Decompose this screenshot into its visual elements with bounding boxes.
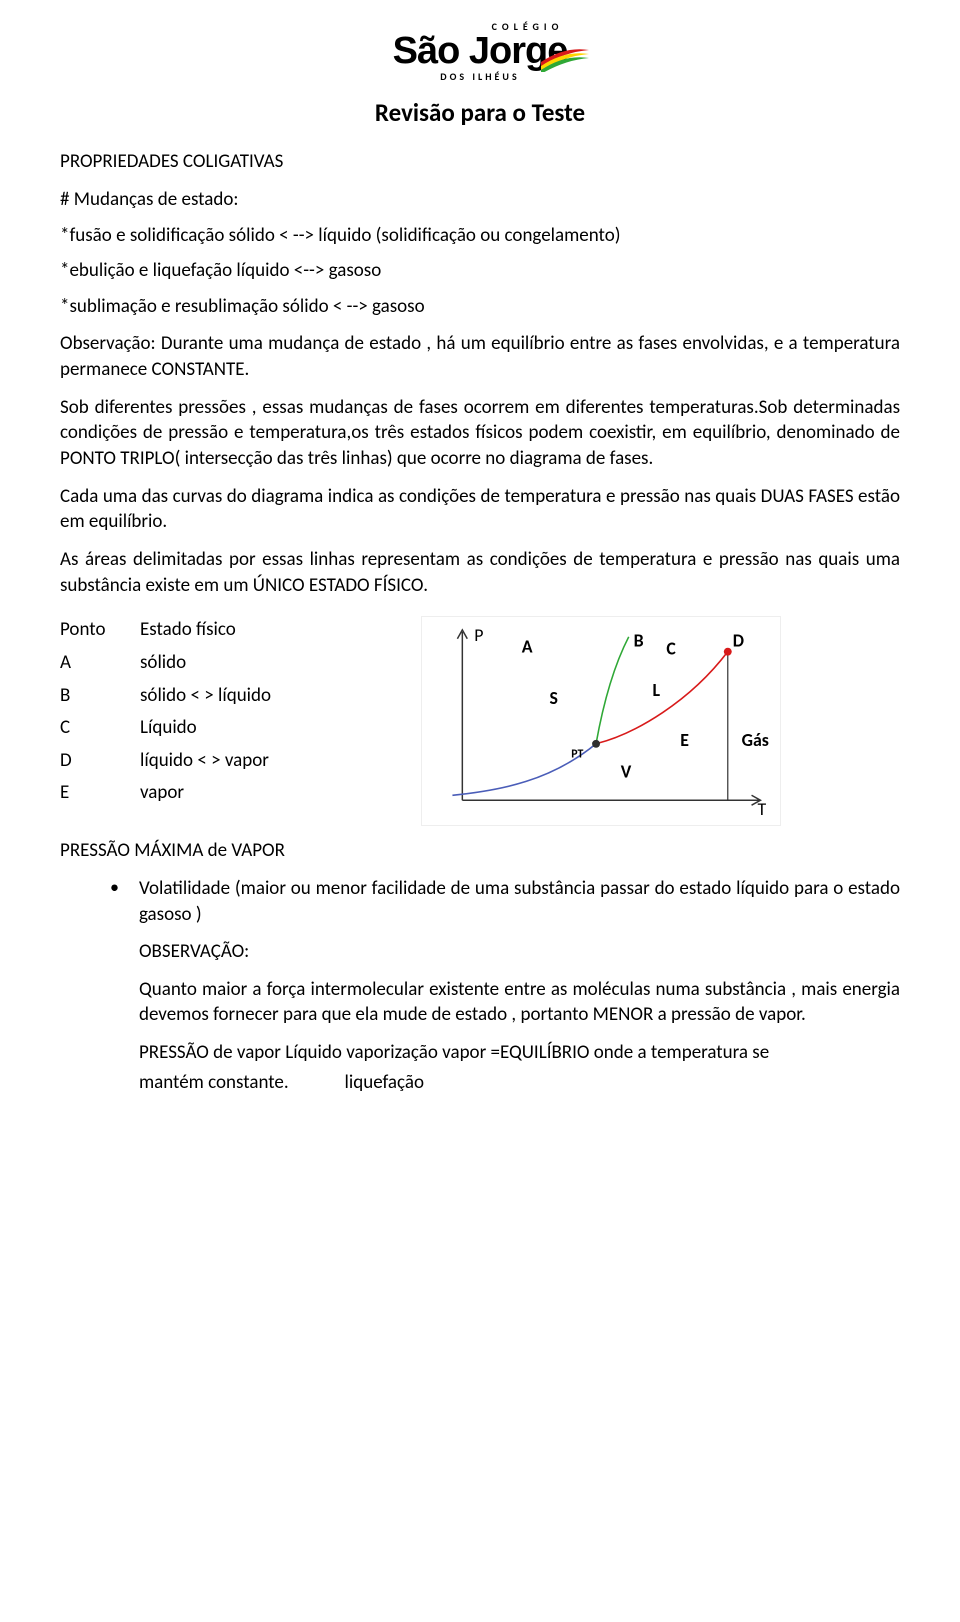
svg-text:D: D [732,630,743,652]
svg-text:PT: PT [571,748,583,762]
svg-text:E: E [680,729,689,751]
svg-text:Gás: Gás [741,729,768,751]
svg-text:V: V [620,761,631,783]
observacao-body: Quanto maior a força intermolecular exis… [139,977,900,1028]
page-title: Revisão para o Teste [60,96,900,130]
table-key: E [60,780,140,806]
logo-main-text: São Jorge [393,30,568,72]
svg-text:B: B [633,630,643,652]
observacao-para: Observação: Durante uma mudança de estad… [60,331,900,382]
table-val: líquido < > vapor [140,748,269,774]
table-row: C Líquido [60,715,271,741]
point-state-table: Ponto Estado físico A sólido B sólido < … [60,610,271,813]
pressao-vapor-line2: mantém constante. liquefação [139,1070,900,1096]
curvas-para: Cada uma das curvas do diagrama indica a… [60,484,900,535]
table-key: D [60,748,140,774]
table-key: B [60,683,140,709]
table-val: Líquido [140,715,197,741]
table-key: C [60,715,140,741]
svg-text:T: T [757,798,766,820]
table-header-val: Estado físico [140,617,236,643]
table-val: vapor [140,780,184,806]
logo-sub: DOS ILHÉUS [393,70,568,84]
pressoes-para: Sob diferentes pressões , essas mudanças… [60,395,900,472]
table-row: B sólido < > líquido [60,683,271,709]
section-properties-heading: PROPRIEDADES COLIGATIVAS [60,149,900,175]
svg-text:A: A [521,636,532,658]
table-row: E vapor [60,780,271,806]
observacao-label: OBSERVAÇÃO: [139,939,900,965]
bullet-volatilidade: • Volatilidade (maior ou menor facilidad… [110,876,900,1105]
table-val: sólido [140,650,186,676]
table-key: A [60,650,140,676]
table-val: sólido < > líquido [140,683,271,709]
table-row: D líquido < > vapor [60,748,271,774]
pressao-heading: PRESSÃO MÁXIMA de VAPOR [60,838,900,864]
mudanca-item: *fusão e solidificação sólido < --> líqu… [60,223,900,249]
logo-main: São Jorge [393,36,568,66]
pressao-vapor-line1: PRESSÃO de vapor Líquido vaporização vap… [139,1040,900,1066]
mudanca-item: *ebulição e liquefação líquido <--> gaso… [60,258,900,284]
table-row: A sólido [60,650,271,676]
bullet-icon: • [110,876,119,1105]
school-logo: COLÉGIO São Jorge DOS ILHÉUS [60,20,900,88]
areas-para: As áreas delimitadas por essas linhas re… [60,547,900,598]
svg-text:S: S [549,687,557,709]
svg-text:L: L [652,679,660,701]
mudancas-heading: # Mudanças de estado: [60,187,900,213]
logo-inner: COLÉGIO São Jorge DOS ILHÉUS [393,20,568,83]
phase-diagram: PTABCDSLEVPTGás [421,616,781,826]
table-header-row: Ponto Estado físico [60,617,271,643]
svg-text:P: P [474,624,483,646]
volatilidade-text: Volatilidade (maior ou menor facilidade … [139,876,900,927]
mudanca-item: *sublimação e resublimação sólido < --> … [60,294,900,320]
svg-text:C: C [666,638,676,660]
table-header-key: Ponto [60,617,140,643]
